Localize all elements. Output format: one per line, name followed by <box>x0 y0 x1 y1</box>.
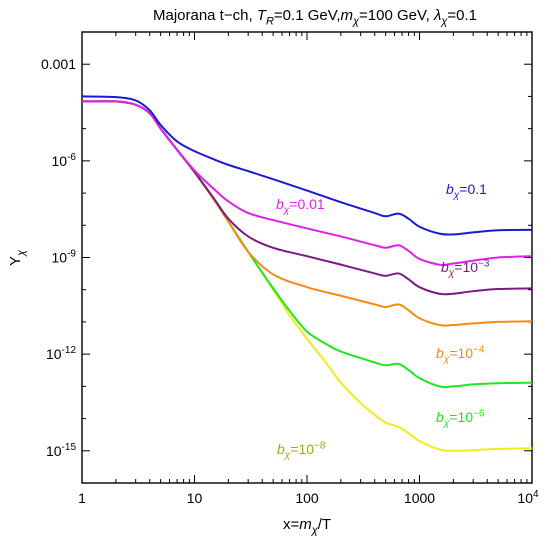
series-label: bχ=10−3 <box>441 258 490 279</box>
x-tick-label: 104 <box>517 489 539 506</box>
y-tick-label: 10-15 <box>46 442 76 459</box>
series-label: bχ=10−4 <box>436 344 485 365</box>
x-tick-label: 100 <box>295 490 319 506</box>
series-line <box>81 95 533 236</box>
chart-title: Majorana t−ch, TR=0.1 GeV,mχ=100 GeV, λχ… <box>153 7 477 28</box>
y-axis-label: Yχ <box>7 249 28 266</box>
x-tick-label: 1 <box>78 490 86 506</box>
series-label: bχ=10−6 <box>436 408 485 429</box>
series-label: bχ=0.01 <box>276 196 325 216</box>
series-labels: bχ=0.1 bχ=0.01 bχ=10−3 bχ=10−4 bχ=10−6 bχ=10−… <box>276 181 490 461</box>
series-line <box>81 100 533 452</box>
x-tick-label: 1000 <box>404 490 435 506</box>
y-tick-label: 0.001 <box>41 56 76 72</box>
series-group <box>81 95 533 452</box>
axis-ticks: 1 10 100 1000 104 0.001 10-6 10-9 10-12 10-15 <box>41 31 539 506</box>
y-tick-label: 10-12 <box>46 345 76 362</box>
series-label: bχ=0.1 <box>446 181 487 201</box>
series-line <box>81 100 533 266</box>
series-label: bχ=10−8 <box>277 440 326 461</box>
y-tick-label: 10-9 <box>52 249 77 266</box>
x-axis-label: x=mχ/T <box>283 516 331 537</box>
y-tick-label: 10-6 <box>52 152 77 169</box>
x-tick-label: 10 <box>187 490 203 506</box>
